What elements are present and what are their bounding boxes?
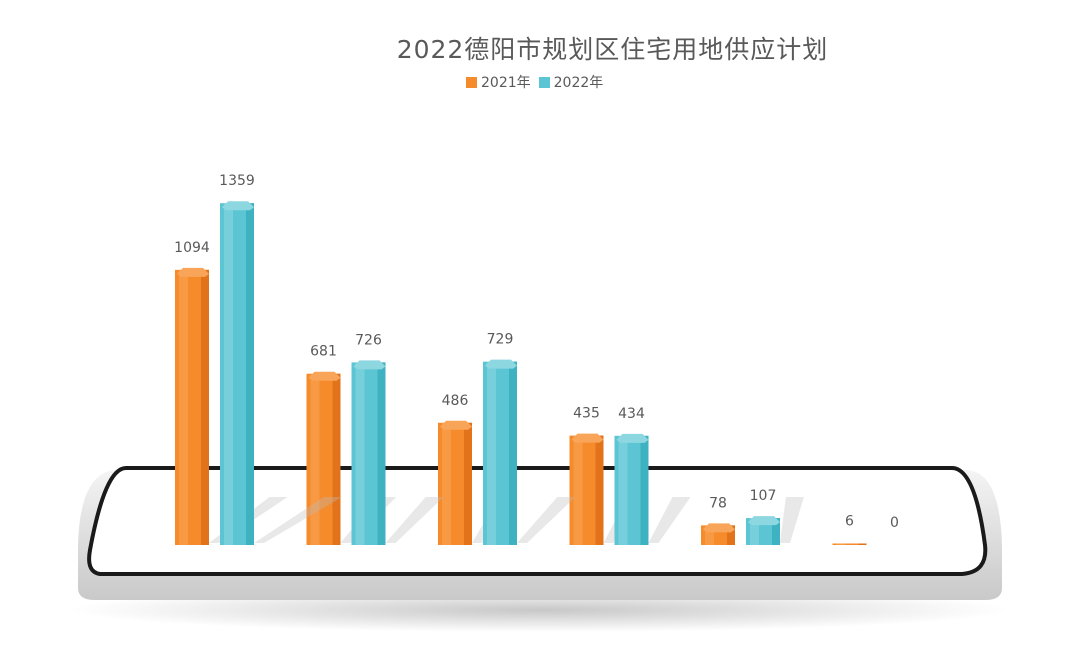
bar-body [832,543,867,545]
bar-highlight [355,362,365,545]
bar-highlight [487,361,496,545]
legend-swatch-2022 [538,76,550,88]
data-label-2022年-0: 1359 [219,173,255,189]
chart-title: 2022德阳市规划区住宅用地供应计划 [396,35,829,64]
phone-stand [70,466,1010,632]
data-label-2021年-3: 435 [573,406,600,422]
bar-cap [748,516,780,526]
chart-legend: 2021年 2022年 [466,72,611,92]
bar-shadow [385,497,444,543]
bar-facet [595,435,604,545]
bar-shadow [254,497,342,543]
bar-2021年-0 [175,267,288,545]
bar-cap [703,523,735,533]
bar-highlight [705,525,714,545]
legend-item-2022: 2022年 [538,72,604,92]
data-label-2022年-5: 0 [890,515,899,531]
bars-group [175,201,867,546]
bar-highlight [573,435,583,545]
data-label-2021年-5: 6 [845,513,854,529]
legend-item-2021: 2021年 [466,72,531,92]
legend-label-2022: 2022年 [553,75,604,91]
bar-cap [308,371,341,381]
data-label-2022年-1: 726 [355,332,382,348]
bar-2022年-1 [351,360,444,545]
bar-shadow [780,497,804,543]
bar-2022年-4 [746,497,804,545]
bar-highlight [179,269,188,545]
bar-2021年-5 [832,543,867,545]
legend-swatch-2021 [466,76,477,88]
bar-facet [509,361,517,545]
data-label-2021年-2: 486 [442,393,469,409]
bar-highlight [442,422,451,545]
bar-cap [440,420,472,430]
bar-facet [332,373,341,545]
data-label-2021年-1: 681 [310,344,337,360]
bar-facet [727,525,735,545]
bar-highlight [836,543,846,545]
bar-facet [201,269,209,545]
bar-cap [177,267,209,277]
legend-label-2021: 2021年 [481,75,531,91]
data-label-2022年-4: 107 [750,488,777,504]
data-label-2021年-4: 78 [709,495,727,511]
bar-highlight [310,373,320,545]
bar-cap [222,201,254,211]
bar-highlight [750,518,759,545]
bar-cap [353,360,386,370]
bar-facet [464,422,472,545]
bar-cap [571,433,604,443]
bar-2022年-3 [614,433,691,545]
bar-2022年-0 [220,201,342,546]
bar-2022年-2 [483,359,576,545]
bar-facet [772,518,780,545]
bar-facet [858,543,867,545]
bar-2021年-4 [701,523,735,545]
bar-facet [377,362,386,545]
bar-cap [485,359,517,369]
bar-shadow [648,497,691,543]
data-label-2021年-0: 1094 [174,240,210,256]
bar-facet [246,203,254,546]
bar-highlight [618,435,628,545]
bar-cap [616,433,649,443]
bar-highlight [224,203,233,546]
bar-facet [640,435,649,545]
data-label-2022年-3: 434 [618,406,645,422]
bar-shadow [517,497,576,543]
value-labels-group: 1094 681 486 435 78 6 1359 726 729 434 107 0 [174,173,899,531]
data-label-2022年-2: 729 [487,332,514,348]
